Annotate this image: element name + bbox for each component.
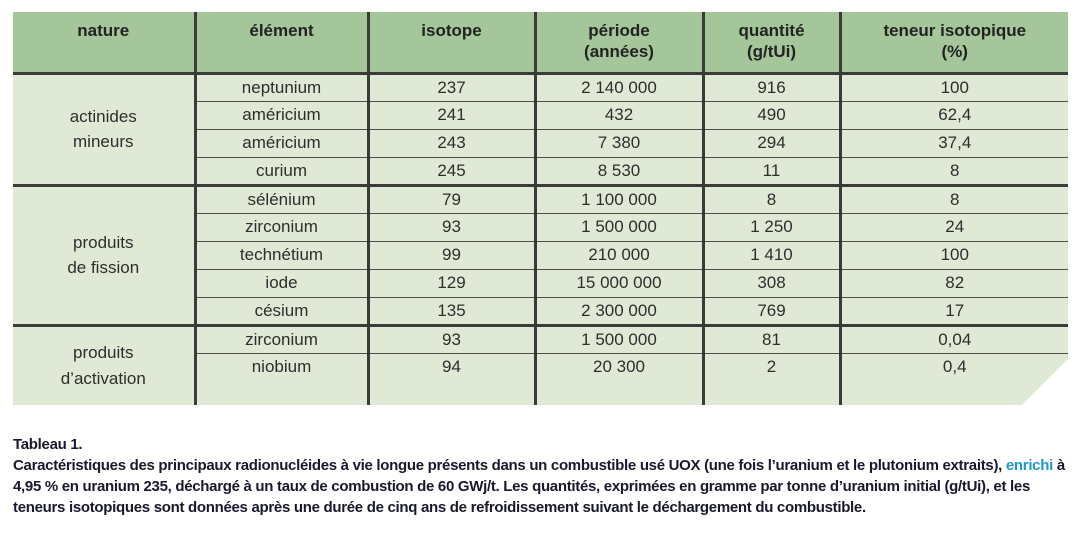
quantity-cell: 308 xyxy=(703,269,840,297)
column-header-quantity: quantité (g/tUi) xyxy=(703,12,840,73)
table-row: zirconium 93 1 500 000 1 250 24 xyxy=(13,213,1068,241)
quantity-cell: 2 xyxy=(703,353,840,381)
period-cell: 2 140 000 xyxy=(535,73,703,101)
isotopic-content-cell: 24 xyxy=(840,213,1068,241)
table-row: iode 129 15 000 000 308 82 xyxy=(13,269,1068,297)
table-header: nature élément isotope période (années) … xyxy=(13,12,1068,73)
table-row: technétium 99 210 000 1 410 100 xyxy=(13,241,1068,269)
element-cell: sélénium xyxy=(195,185,368,213)
table-row: américium 241 432 490 62,4 xyxy=(13,101,1068,129)
table-row: actinides mineurs neptunium 237 2 140 00… xyxy=(13,73,1068,101)
isotope-cell: 93 xyxy=(368,325,535,353)
isotopic-content-cell: 100 xyxy=(840,241,1068,269)
isotope-cell: 237 xyxy=(368,73,535,101)
period-cell: 2 300 000 xyxy=(535,297,703,325)
radionuclides-table: nature élément isotope période (années) … xyxy=(13,12,1068,405)
isotope-cell: 93 xyxy=(368,213,535,241)
table-row: niobium 94 20 300 2 0,4 xyxy=(13,353,1068,381)
quantity-cell: 490 xyxy=(703,101,840,129)
period-cell: 432 xyxy=(535,101,703,129)
isotope-cell: 94 xyxy=(368,353,535,381)
element-cell: technétium xyxy=(195,241,368,269)
spacer-cell xyxy=(368,381,535,405)
table-row: produits de fission sélénium 79 1 100 00… xyxy=(13,185,1068,213)
element-cell: américium xyxy=(195,101,368,129)
column-header-element: élément xyxy=(195,12,368,73)
quantity-cell: 81 xyxy=(703,325,840,353)
period-cell: 1 500 000 xyxy=(535,213,703,241)
table-row: curium 245 8 530 11 8 xyxy=(13,157,1068,185)
caption-title: Tableau 1. xyxy=(13,436,83,453)
period-cell: 8 530 xyxy=(535,157,703,185)
caption-text-after: à 4,95 % en uranium 235, déchargé à un t… xyxy=(13,457,1065,516)
column-header-nature: nature xyxy=(13,12,195,73)
quantity-cell: 916 xyxy=(703,73,840,101)
table-spacer-row xyxy=(13,381,1068,405)
isotopic-content-cell: 17 xyxy=(840,297,1068,325)
group-produits-d-activation: produits d’activation zirconium 93 1 500… xyxy=(13,325,1068,405)
element-cell: américium xyxy=(195,129,368,157)
column-header-period: période (années) xyxy=(535,12,703,73)
quantity-cell: 769 xyxy=(703,297,840,325)
element-cell: zirconium xyxy=(195,213,368,241)
period-cell: 1 500 000 xyxy=(535,325,703,353)
period-cell: 15 000 000 xyxy=(535,269,703,297)
nature-cell: produits de fission xyxy=(13,185,195,325)
nature-cell: actinides mineurs xyxy=(13,73,195,185)
element-cell: iode xyxy=(195,269,368,297)
quantity-cell: 8 xyxy=(703,185,840,213)
header-row: nature élément isotope période (années) … xyxy=(13,12,1068,73)
group-produits-de-fission: produits de fission sélénium 79 1 100 00… xyxy=(13,185,1068,325)
quantity-cell: 1 250 xyxy=(703,213,840,241)
period-cell: 7 380 xyxy=(535,129,703,157)
quantity-cell: 11 xyxy=(703,157,840,185)
isotope-cell: 241 xyxy=(368,101,535,129)
data-table: nature élément isotope période (années) … xyxy=(13,12,1068,405)
glossary-link-enrichi[interactable]: enrichi xyxy=(1005,457,1053,474)
element-cell: césium xyxy=(195,297,368,325)
element-cell: neptunium xyxy=(195,73,368,101)
isotope-cell: 135 xyxy=(368,297,535,325)
isotope-cell: 243 xyxy=(368,129,535,157)
isotope-cell: 129 xyxy=(368,269,535,297)
isotopic-content-cell: 62,4 xyxy=(840,101,1068,129)
spacer-cell xyxy=(840,381,1068,405)
isotopic-content-cell: 0,04 xyxy=(840,325,1068,353)
isotopic-content-cell: 8 xyxy=(840,185,1068,213)
column-header-isotope: isotope xyxy=(368,12,535,73)
element-cell: curium xyxy=(195,157,368,185)
period-cell: 1 100 000 xyxy=(535,185,703,213)
spacer-cell xyxy=(703,381,840,405)
table-row: césium 135 2 300 000 769 17 xyxy=(13,297,1068,325)
table-row: américium 243 7 380 294 37,4 xyxy=(13,129,1068,157)
isotopic-content-cell: 82 xyxy=(840,269,1068,297)
element-cell: zirconium xyxy=(195,325,368,353)
isotopic-content-cell: 0,4 xyxy=(840,353,1068,381)
nature-cell: produits d’activation xyxy=(13,325,195,405)
period-cell: 20 300 xyxy=(535,353,703,381)
isotopic-content-cell: 37,4 xyxy=(840,129,1068,157)
spacer-cell xyxy=(195,381,368,405)
column-header-isotopic-content: teneur isotopique (%) xyxy=(840,12,1068,73)
caption-text-before: Caractéristiques des principaux radionuc… xyxy=(13,457,1006,474)
isotope-cell: 99 xyxy=(368,241,535,269)
period-cell: 210 000 xyxy=(535,241,703,269)
table-caption: Tableau 1. Caractéristiques des principa… xyxy=(13,434,1073,518)
isotopic-content-cell: 100 xyxy=(840,73,1068,101)
element-cell: niobium xyxy=(195,353,368,381)
quantity-cell: 294 xyxy=(703,129,840,157)
table-row: produits d’activation zirconium 93 1 500… xyxy=(13,325,1068,353)
spacer-cell xyxy=(535,381,703,405)
isotope-cell: 245 xyxy=(368,157,535,185)
quantity-cell: 1 410 xyxy=(703,241,840,269)
group-actinides-mineurs: actinides mineurs neptunium 237 2 140 00… xyxy=(13,73,1068,185)
caption-text: Caractéristiques des principaux radionuc… xyxy=(13,455,1073,518)
isotope-cell: 79 xyxy=(368,185,535,213)
isotopic-content-cell: 8 xyxy=(840,157,1068,185)
